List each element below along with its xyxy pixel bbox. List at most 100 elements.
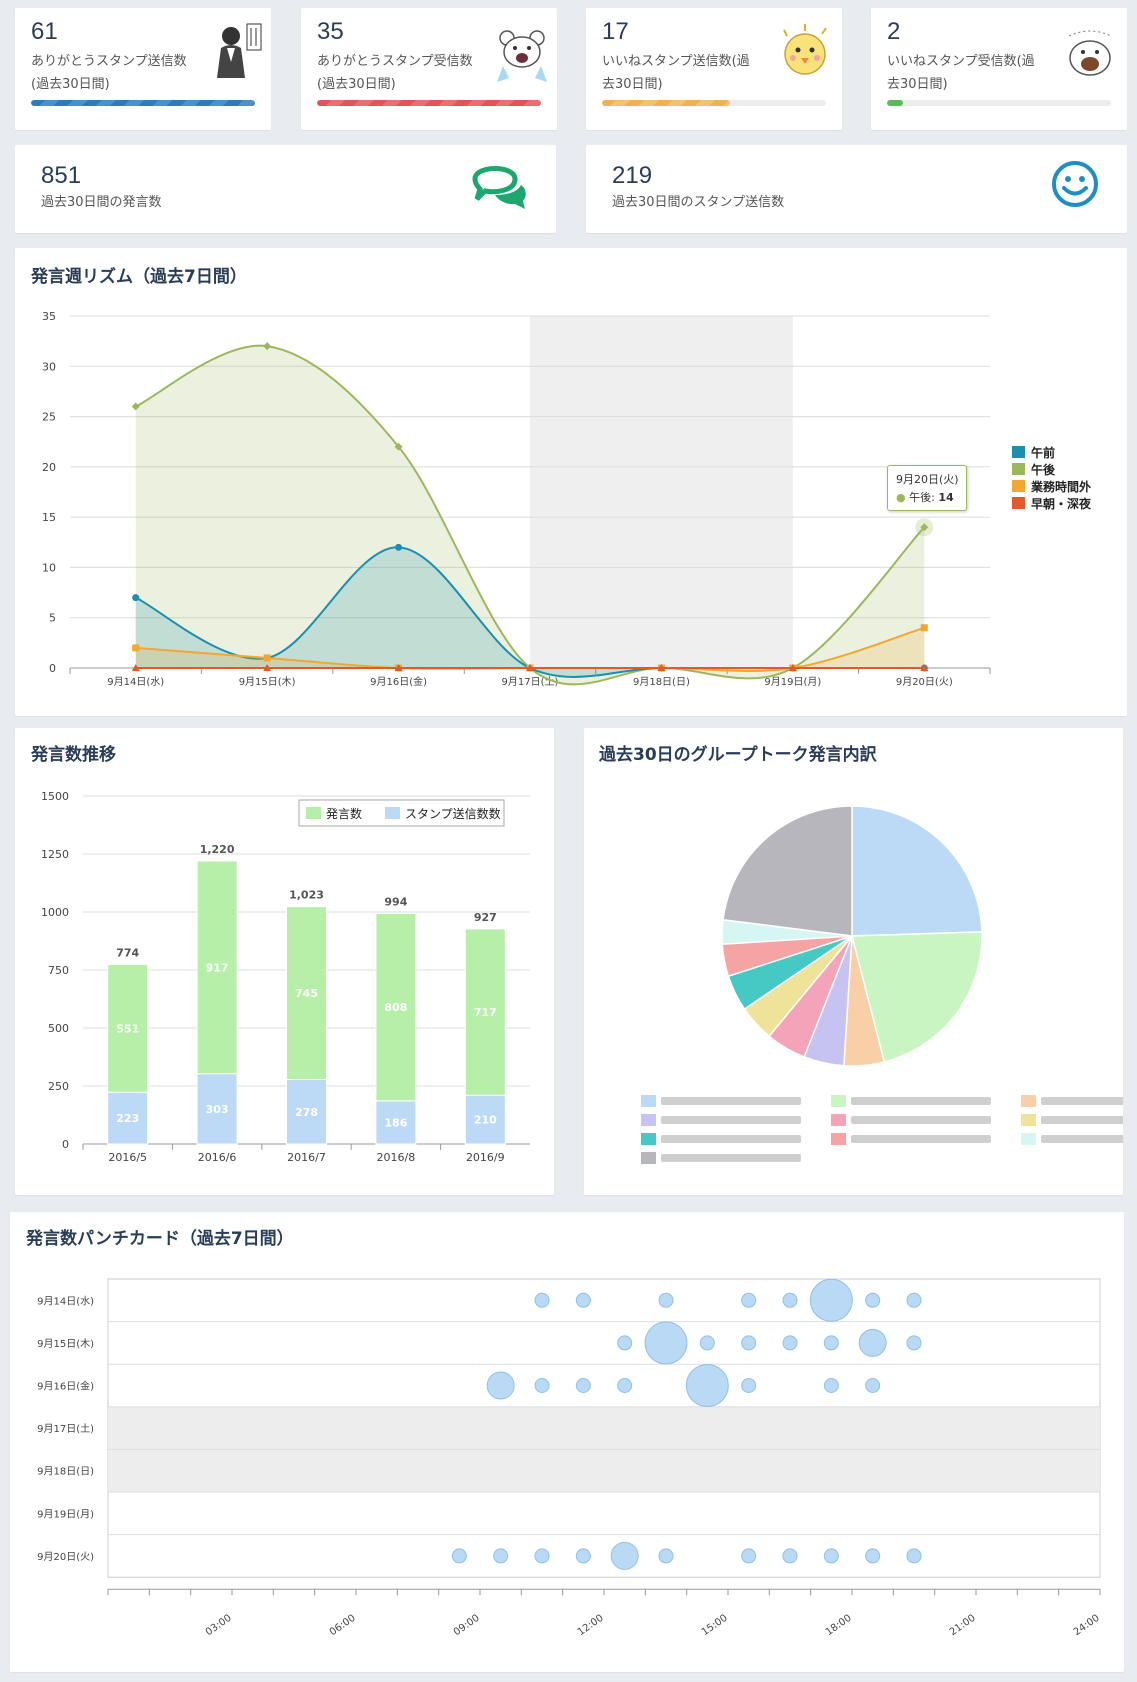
punch-dot (741, 1292, 757, 1308)
x-tick-label: 09:00 (452, 1613, 482, 1639)
punch-dot (809, 1278, 853, 1322)
y-tick-label: 1250 (41, 848, 69, 861)
legend-swatch (641, 1095, 656, 1107)
weekend-row (108, 1449, 1100, 1492)
data-point (131, 402, 140, 411)
rhythm-chart: 0 5 10 15 20 25 30 35 9月14日(水) 9月15日(木) 9月16日(金) 9月… (42, 310, 1092, 688)
stat-card-thanks-received: 35 ありがとうスタンプ受信数 (過去30日間) (301, 8, 557, 130)
punch-dot (658, 1292, 674, 1308)
bar-value-label: 917 (206, 961, 229, 974)
data-point (131, 664, 140, 671)
legend-label-obscured (851, 1116, 991, 1124)
tooltip-body: ● 午後: 14 (896, 491, 954, 504)
punch-dot (534, 1292, 550, 1308)
data-point (395, 543, 403, 551)
trend-panel: 発言数推移 0 250 500 750 1000 1250 1500 223 551 774 201… (15, 728, 554, 1195)
weekend-band (530, 316, 793, 668)
trend-chart: 0 250 500 750 1000 1250 1500 223 551 774 2016/5 303… (41, 790, 530, 1164)
bar-value-label: 808 (384, 1001, 407, 1014)
panel-title: 発言数推移 (31, 745, 116, 765)
bar-stamps (286, 1079, 327, 1145)
legend-label: 業務時間外 (1030, 479, 1091, 494)
legend-label: 午前 (1031, 445, 1055, 460)
punch-dot (865, 1548, 881, 1564)
tooltip-date: 9月20日(火) (896, 473, 959, 486)
x-tick-label: 21:00 (948, 1613, 978, 1639)
data-point (394, 664, 403, 671)
bar-messages (286, 906, 327, 1081)
bear-cry-stamp-icon (493, 26, 551, 84)
punch-dot (823, 1548, 839, 1564)
legend-label: スタンプ送信数数 (405, 806, 501, 821)
y-tick-label: 10 (42, 561, 56, 574)
bar-value-label: 551 (116, 1022, 139, 1035)
x-tick-label: 9月18日(日) (633, 676, 690, 688)
legend-swatch (641, 1133, 656, 1145)
bar-messages (375, 912, 417, 1102)
y-tick-label: 9月16日(金) (37, 1380, 94, 1393)
punch-dot (699, 1335, 715, 1351)
legend-label-obscured (851, 1135, 991, 1143)
punch-dot (741, 1335, 757, 1351)
y-tick-label: 9月15日(木) (37, 1338, 94, 1350)
legend-swatch (1012, 446, 1025, 458)
stat-label: 過去30日間の発言数 (41, 195, 162, 210)
punch-dot (534, 1378, 550, 1393)
data-point (788, 664, 797, 671)
legend-label: 発言数 (326, 806, 362, 821)
punch-dot (865, 1292, 881, 1308)
legend-swatch (1012, 497, 1025, 509)
x-tick-label: 2016/8 (377, 1151, 416, 1164)
y-tick-label: 250 (48, 1080, 69, 1093)
bar-value-label: 278 (295, 1106, 318, 1119)
rhythm-panel: 発言週リズム（過去7日間） 0 5 10 15 20 25 30 35 9月14日(水) 9月15… (15, 248, 1127, 716)
bar-value-label: 210 (474, 1114, 497, 1127)
progress-bar (887, 100, 1111, 106)
y-tick-label: 15 (42, 511, 56, 524)
legend-label-obscured (851, 1097, 991, 1105)
punch-dot (823, 1378, 839, 1393)
x-tick-label: 2016/9 (466, 1151, 505, 1164)
legend-swatch (1021, 1114, 1036, 1126)
stat-value: 2 (887, 18, 901, 45)
stat-value: 61 (31, 18, 58, 45)
stat-card-thanks-sent: 61 ありがとうスタンプ送信数 (過去30日間) (15, 8, 271, 130)
punch-dot (575, 1548, 591, 1564)
bar-value-label: 717 (474, 1006, 497, 1019)
punchcard-chart: 9月14日(水) 9月15日(木) 9月16日(金) 9月17日(土) 9月18日(日)… (37, 1278, 1102, 1639)
legend-swatch (1021, 1095, 1036, 1107)
bar-total-label: 927 (474, 911, 497, 924)
legend-swatch (831, 1133, 846, 1145)
legend-box (298, 799, 505, 827)
progress-bar (602, 100, 826, 106)
legend-swatch (641, 1152, 656, 1164)
data-point (132, 594, 140, 602)
x-tick-label: 9月14日(水) (107, 676, 164, 688)
stat-card-stamps-sent: 219 過去30日間のスタンプ送信数 (586, 145, 1127, 233)
x-tick-label: 12:00 (576, 1613, 606, 1639)
data-point (132, 644, 140, 652)
data-point (263, 654, 271, 662)
stat-card-like-received: 2 いいねスタンプ受信数(過 去30日間) (871, 8, 1127, 130)
salaryman-bow-stamp-icon (207, 22, 265, 80)
stat-label: ありがとうスタンプ送信数 (過去30日間) (31, 54, 187, 92)
y-tick-label: 9月14日(水) (37, 1295, 94, 1307)
legend-label-obscured (1041, 1116, 1123, 1124)
punch-dot (610, 1541, 639, 1570)
weekend-row (108, 1406, 1100, 1450)
bar-messages (107, 963, 149, 1093)
punch-dot (741, 1548, 757, 1564)
punch-dot (741, 1378, 757, 1393)
x-tick-label: 2016/5 (108, 1151, 147, 1164)
y-tick-label: 0 (49, 662, 56, 675)
legend-label-obscured (1041, 1135, 1123, 1143)
bar-total-label: 994 (384, 895, 407, 908)
stat-value: 851 (41, 162, 82, 189)
stat-card-messages: 851 過去30日間の発言数 (15, 145, 556, 233)
legend-swatch (831, 1114, 846, 1126)
y-tick-label: 35 (42, 310, 56, 323)
smiley-icon (1050, 159, 1100, 209)
legend-label-obscured (1041, 1097, 1123, 1105)
legend-label-obscured (661, 1116, 801, 1124)
y-tick-label: 30 (42, 360, 56, 373)
